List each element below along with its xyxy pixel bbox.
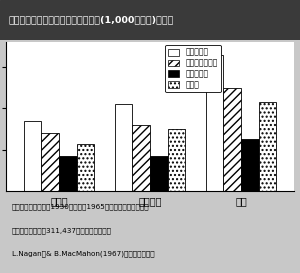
Text: 図－９　母親の宗教と異常児出生率(1,000人当り)の関係: 図－９ 母親の宗教と異常児出生率(1,000人当り)の関係 xyxy=(9,15,174,24)
Legend: カトリック, プロテスタント, ユダヤ教徒, その他: カトリック, プロテスタント, ユダヤ教徒, その他 xyxy=(165,45,220,93)
Bar xyxy=(41,133,59,191)
Text: 児、死産児の総数311,437人の記録を集計。: 児、死産児の総数311,437人の記録を集計。 xyxy=(12,227,112,234)
Bar xyxy=(59,156,77,191)
Bar xyxy=(168,129,185,191)
Bar xyxy=(24,121,41,191)
Bar xyxy=(132,125,150,191)
Bar xyxy=(150,156,168,191)
Text: L.Nagan　& B.MacMahon(1967)の報告より作図: L.Nagan & B.MacMahon(1967)の報告より作図 xyxy=(12,251,154,257)
Bar xyxy=(223,88,241,191)
Bar xyxy=(206,55,223,191)
Bar xyxy=(77,144,94,191)
Bar xyxy=(115,104,132,191)
Bar xyxy=(241,140,259,191)
Bar xyxy=(259,102,276,191)
Text: ボストン市における1930年からづ1965年までの出生児、流産: ボストン市における1930年からづ1965年までの出生児、流産 xyxy=(12,203,149,210)
